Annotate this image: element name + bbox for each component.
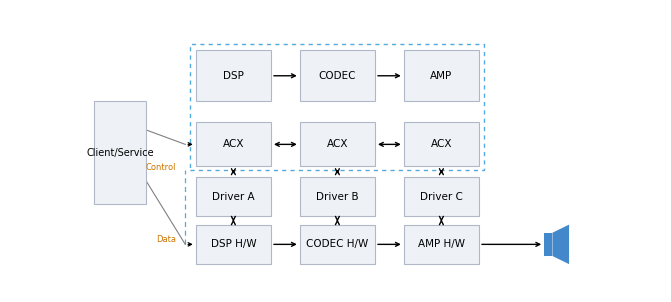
Text: Driver B: Driver B [316,192,359,202]
FancyBboxPatch shape [404,177,479,217]
FancyBboxPatch shape [196,50,271,101]
Text: CODEC: CODEC [319,71,356,81]
Text: ACX: ACX [431,139,452,149]
FancyBboxPatch shape [404,225,479,264]
Text: ACX: ACX [223,139,244,149]
FancyBboxPatch shape [300,50,375,101]
Text: Data: Data [156,235,176,244]
FancyBboxPatch shape [196,177,271,217]
Text: AMP: AMP [430,71,452,81]
Text: Control: Control [146,163,176,172]
FancyBboxPatch shape [196,225,271,264]
Text: ACX: ACX [327,139,348,149]
Text: Driver C: Driver C [420,192,463,202]
Polygon shape [552,225,569,264]
FancyBboxPatch shape [300,177,375,217]
Text: Client/Service: Client/Service [87,147,154,158]
FancyBboxPatch shape [404,50,479,101]
FancyBboxPatch shape [196,122,271,166]
FancyBboxPatch shape [404,122,479,166]
Text: Driver A: Driver A [212,192,255,202]
FancyBboxPatch shape [94,101,146,204]
Text: DSP H/W: DSP H/W [211,239,256,249]
Text: CODEC H/W: CODEC H/W [306,239,368,249]
Bar [191,44,484,170]
FancyBboxPatch shape [300,122,375,166]
FancyBboxPatch shape [300,225,375,264]
Text: DSP: DSP [223,71,244,81]
Text: AMP H/W: AMP H/W [418,239,465,249]
Bar [544,233,552,256]
